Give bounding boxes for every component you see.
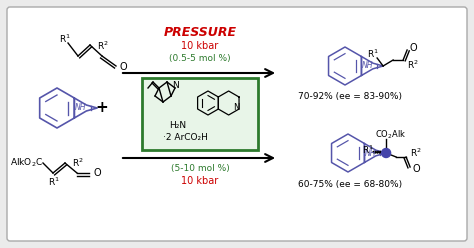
Text: O: O: [409, 43, 417, 53]
Text: (5-10 mol %): (5-10 mol %): [171, 164, 229, 174]
Text: AlkO$_2$C: AlkO$_2$C: [10, 157, 44, 169]
Text: R$^2$: R$^2$: [407, 59, 419, 71]
Text: (0.5-5 mol %): (0.5-5 mol %): [169, 54, 231, 62]
Text: O: O: [94, 168, 101, 178]
Text: 70-92% (ee = 83-90%): 70-92% (ee = 83-90%): [298, 92, 402, 100]
Text: O: O: [120, 62, 128, 72]
Text: ·2 ArCO₂H: ·2 ArCO₂H: [163, 133, 208, 143]
Text: R$^1$: R$^1$: [59, 33, 71, 45]
Bar: [142, 78, 258, 150]
FancyBboxPatch shape: [7, 7, 467, 241]
Text: R$^2$: R$^2$: [97, 40, 109, 52]
Text: 60-75% (ee = 68-80%): 60-75% (ee = 68-80%): [298, 181, 402, 189]
Text: +: +: [96, 100, 109, 116]
Text: 10 kbar: 10 kbar: [182, 41, 219, 51]
Text: R$^1$: R$^1$: [48, 176, 60, 188]
Text: R$^1$: R$^1$: [367, 48, 379, 60]
Text: R$^1$: R$^1$: [362, 144, 374, 156]
Text: O: O: [412, 164, 420, 174]
Text: CO$_2$Alk: CO$_2$Alk: [375, 129, 407, 141]
Text: N: N: [234, 103, 240, 112]
Text: R$^2$: R$^2$: [72, 157, 84, 169]
Text: PRESSURE: PRESSURE: [164, 27, 237, 39]
Text: 10 kbar: 10 kbar: [182, 176, 219, 186]
Circle shape: [382, 149, 391, 157]
Text: NH: NH: [362, 62, 373, 70]
Text: R$^2$: R$^2$: [410, 147, 422, 159]
Text: N: N: [173, 82, 179, 91]
Text: H₂N: H₂N: [169, 122, 187, 130]
Text: NH: NH: [75, 103, 86, 113]
Text: NH: NH: [365, 149, 376, 157]
